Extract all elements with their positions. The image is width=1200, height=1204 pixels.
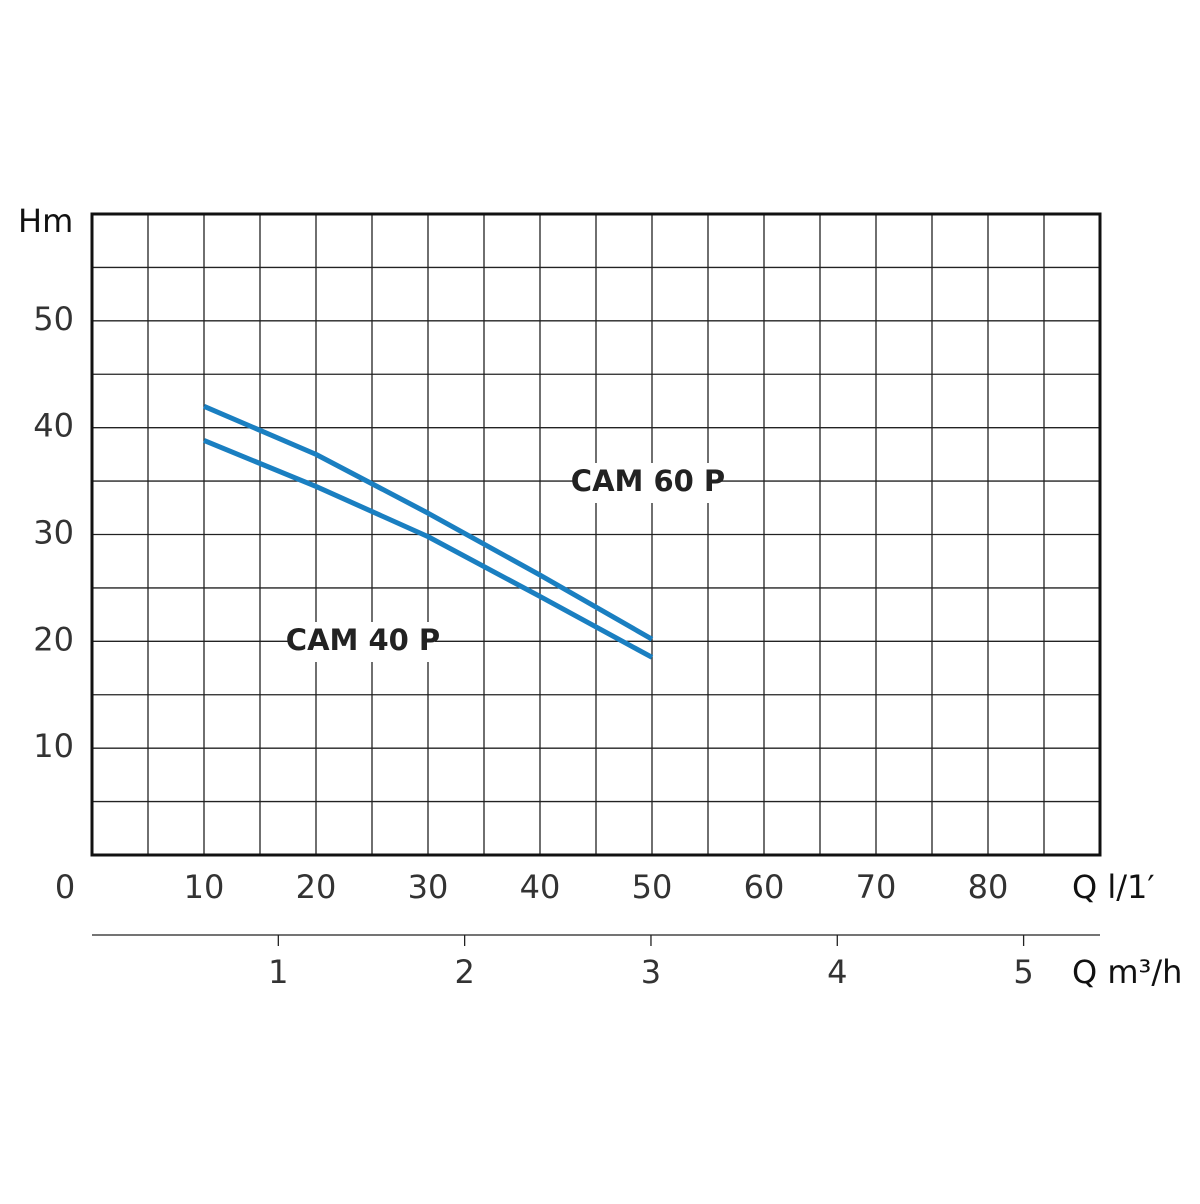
x-tick-label: 70	[856, 868, 897, 906]
x2-tick-label: 2	[454, 953, 474, 991]
y-tick-label: 30	[33, 514, 74, 552]
x2-tick-label: 3	[641, 953, 661, 991]
x-axis-label: Q l/1′	[1072, 868, 1155, 906]
y-axis-label: Hm	[18, 202, 73, 240]
x-tick-label: 30	[408, 868, 449, 906]
label-bg	[291, 622, 435, 662]
series-label: CAM 60 P	[571, 464, 725, 498]
x-tick-label: 20	[296, 868, 337, 906]
x-tick-label: 60	[744, 868, 785, 906]
plot-frame	[90, 212, 1102, 857]
label-bg	[576, 463, 720, 503]
x2-tick-label: 5	[1013, 953, 1033, 991]
x-tick-label: 0	[55, 868, 75, 906]
x-tick-label: 10	[184, 868, 225, 906]
x2-axis-label: Q m³/h	[1072, 953, 1182, 991]
series-label: CAM 40 P	[286, 623, 440, 657]
x2-tick-label: 4	[827, 953, 847, 991]
x-tick-label: 40	[520, 868, 561, 906]
curve	[203, 404, 654, 642]
x2-tick-label: 1	[268, 953, 288, 991]
x-tick-label: 80	[968, 868, 1009, 906]
y-tick-label: 20	[33, 620, 74, 658]
y-tick-label: 50	[33, 300, 74, 338]
y-tick-label: 10	[33, 727, 74, 765]
curve	[203, 438, 654, 660]
x-tick-label: 50	[632, 868, 673, 906]
y-tick-label: 40	[33, 407, 74, 445]
